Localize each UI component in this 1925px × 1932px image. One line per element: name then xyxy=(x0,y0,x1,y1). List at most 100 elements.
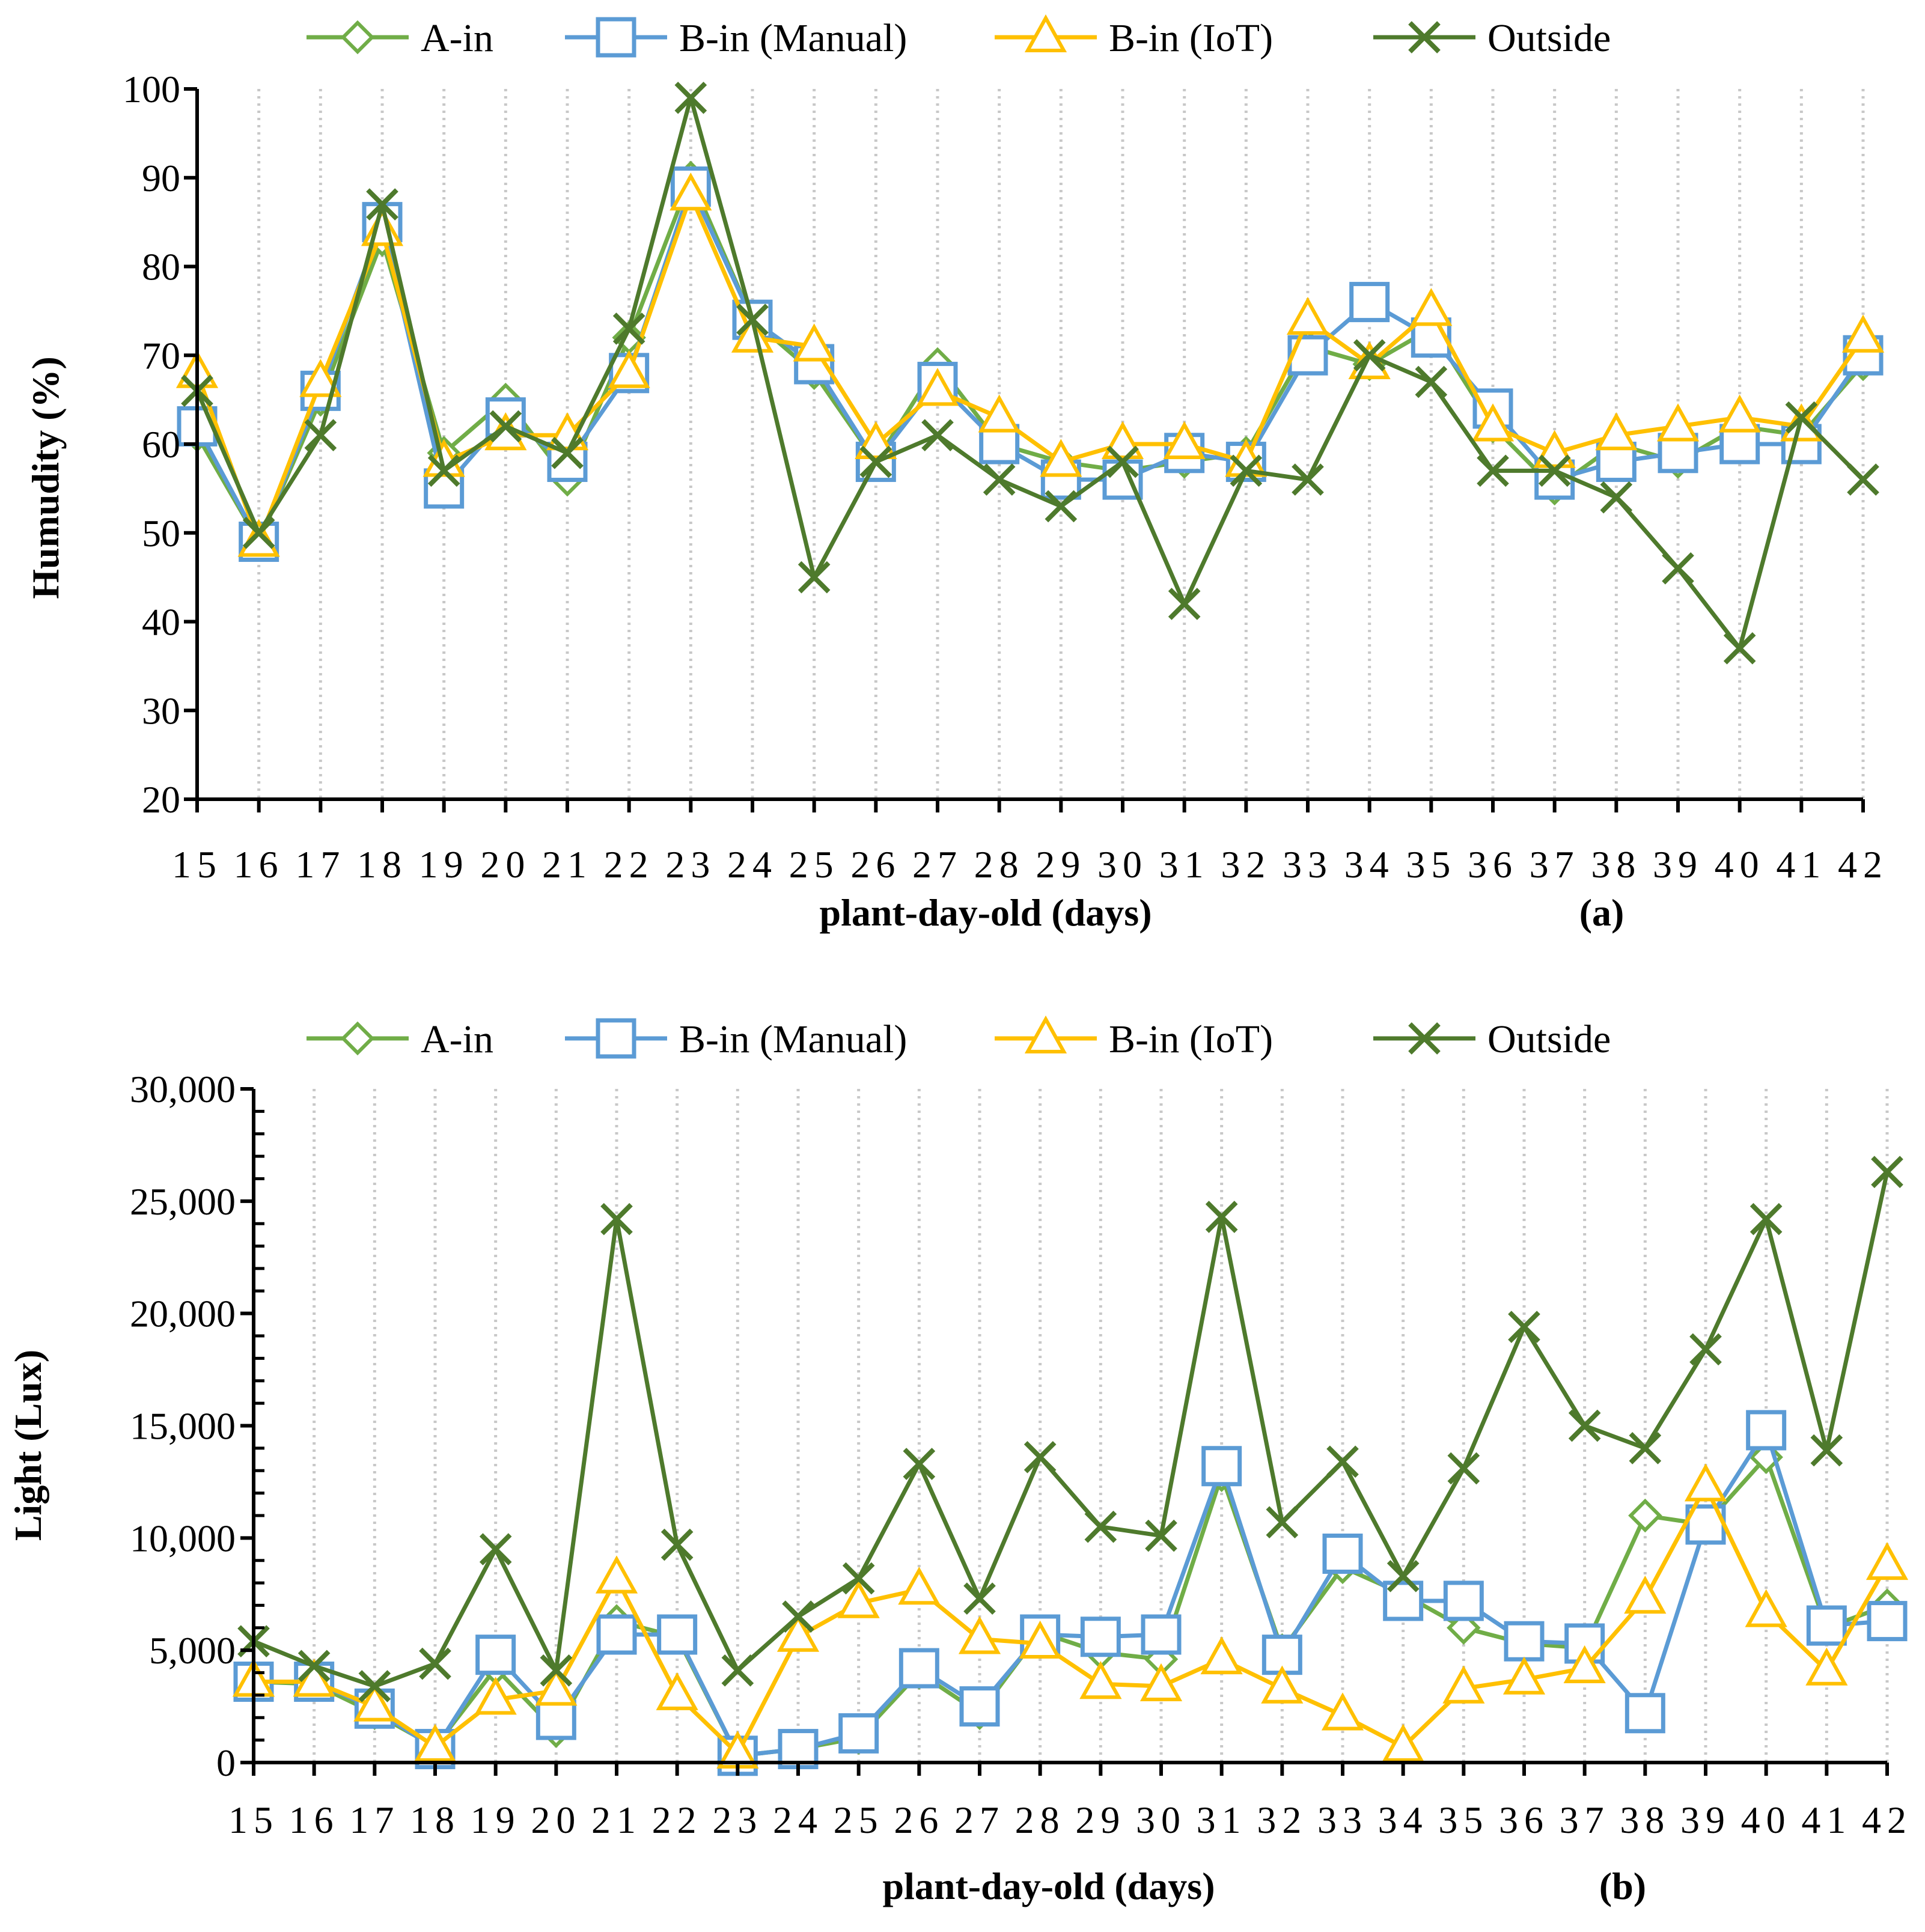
humidity-x-tick-label: 20 xyxy=(480,843,531,886)
humidity-y-tick-label: 30 xyxy=(142,689,180,732)
humidity-point-outside xyxy=(1292,463,1324,496)
humidity-point-b-in-iot xyxy=(1718,394,1761,433)
humidity-series xyxy=(175,81,1885,665)
humidity-point-b-in-iot xyxy=(916,368,959,406)
light-point-outside xyxy=(297,1650,331,1683)
humidity-point-outside xyxy=(859,445,892,478)
humidity-point-b-in-iot xyxy=(793,323,835,362)
light-point-b-in-iot xyxy=(1019,1620,1061,1659)
light-legend-item-a-in: A-in xyxy=(307,1017,493,1061)
humidity-legend-item-b-in-iot: B-in (IoT) xyxy=(995,14,1273,60)
humidity-point-outside xyxy=(1168,588,1201,620)
humidity-point-outside xyxy=(1353,339,1386,372)
light-x-tick-label: 19 xyxy=(471,1799,521,1841)
humidity-point-b-in-iot xyxy=(1841,314,1885,353)
light-point-b-in-iot xyxy=(776,1614,820,1652)
humidity-point-outside xyxy=(674,81,707,114)
light-x-tick-label: 35 xyxy=(1438,1799,1489,1841)
humidity-point-outside xyxy=(1538,454,1571,487)
light-point-outside xyxy=(1750,1202,1783,1236)
light-point-b-in-iot xyxy=(1079,1661,1122,1699)
light-legend-item-outside: Outside xyxy=(1373,1017,1611,1061)
humidity-point-outside xyxy=(798,561,831,594)
humidity-x-tick-label: 30 xyxy=(1097,843,1148,886)
light-point-outside xyxy=(540,1654,573,1687)
humidity-x-tick-label: 38 xyxy=(1591,843,1641,886)
humidity-x-tick-label: 15 xyxy=(172,843,222,886)
humidity-x-tick-label: 33 xyxy=(1283,843,1333,886)
light-x-tick-label: 16 xyxy=(289,1799,340,1841)
humidity-x-tick-label: 19 xyxy=(419,843,469,886)
humidity-point-outside xyxy=(242,516,275,549)
light-x-tick-label: 40 xyxy=(1741,1799,1792,1841)
light-point-b-in-iot xyxy=(413,1723,457,1762)
light-x-tick-label: 39 xyxy=(1680,1799,1731,1841)
light-legend-swatch-marker xyxy=(1408,1022,1441,1055)
humidity-point-outside xyxy=(1723,632,1756,665)
light-point-b-in-manual xyxy=(1443,1580,1484,1621)
humidity-x-tick-label: 36 xyxy=(1468,843,1518,886)
light-point-outside xyxy=(1447,1452,1480,1485)
light-axes: 0 5,000 10,000 15,000 20,000 25,000 30,000 15 16… xyxy=(130,1068,1906,1841)
light-panel-label: (b) xyxy=(1599,1865,1646,1907)
humidity-point-b-in-iot xyxy=(731,314,774,353)
light-point-b-in-iot xyxy=(1624,1576,1667,1614)
light-point-outside xyxy=(782,1600,814,1633)
light-point-outside xyxy=(1871,1156,1903,1189)
humidity-series-b-in-manual xyxy=(177,166,1884,562)
light-x-tick-label: 29 xyxy=(1075,1799,1126,1841)
humidity-point-b-in-iot xyxy=(1163,421,1206,459)
light-series xyxy=(232,1156,1909,1776)
humidity-point-b-in-iot xyxy=(670,172,712,211)
humidity-y-tick-label: 40 xyxy=(142,601,180,644)
humidity-point-outside xyxy=(736,303,769,336)
humidity-x-tick-label: 40 xyxy=(1715,843,1765,886)
light-legend-swatch-marker xyxy=(596,1018,636,1059)
humidity-x-tick-label: 28 xyxy=(974,843,1025,886)
light-point-b-in-iot xyxy=(656,1672,698,1710)
humidity-point-outside xyxy=(489,410,522,443)
humidity-x-tick-label: 34 xyxy=(1344,843,1395,886)
humidity-point-outside xyxy=(1600,481,1633,514)
humidity-legend-item-outside: Outside xyxy=(1373,16,1611,60)
humidity-x-tick-label: 17 xyxy=(295,843,346,886)
humidity-y-tick-label: 80 xyxy=(142,246,180,288)
humidity-point-b-in-iot xyxy=(608,350,650,388)
light-x-tick-label: 25 xyxy=(834,1799,884,1841)
light-legend-label: B-in (IoT) xyxy=(1109,1017,1273,1061)
light-point-outside xyxy=(1266,1506,1299,1539)
light-point-b-in-iot xyxy=(958,1616,1001,1654)
light-x-tick-label: 17 xyxy=(349,1799,400,1841)
light-point-b-in-iot xyxy=(1139,1663,1183,1701)
light-point-outside xyxy=(479,1533,512,1565)
light-point-b-in-iot xyxy=(1321,1692,1364,1731)
light-point-b-in-manual xyxy=(1141,1614,1182,1655)
light-x-tick-label: 24 xyxy=(773,1799,823,1841)
light-point-b-in-manual xyxy=(898,1648,939,1689)
humidity-x-tick-label: 27 xyxy=(912,843,963,886)
light-point-outside xyxy=(419,1647,451,1680)
humidity-line-b-in-manual xyxy=(195,184,1865,544)
humidity-point-b-in-iot xyxy=(1410,288,1453,326)
light-legend-swatch-marker xyxy=(340,1021,375,1056)
humidity-y-tick-label: 50 xyxy=(142,512,180,555)
light-x-tick-label: 34 xyxy=(1378,1799,1429,1841)
light-point-b-in-iot xyxy=(535,1668,578,1706)
light-point-outside xyxy=(1387,1560,1420,1592)
light-point-b-in-iot xyxy=(595,1555,638,1594)
light-point-b-in-iot xyxy=(898,1567,941,1605)
light-x-tick-label: 20 xyxy=(531,1799,581,1841)
light-x-tick-label: 18 xyxy=(410,1799,460,1841)
humidity-x-tick-label: 35 xyxy=(1406,843,1456,886)
humidity-x-tick-label: 29 xyxy=(1036,843,1086,886)
light-legend-item-b-in-manual: B-in (Manual) xyxy=(565,1017,907,1061)
light-point-outside xyxy=(358,1670,391,1702)
humidity-x-tick-label: 24 xyxy=(727,843,778,886)
light-point-b-in-manual xyxy=(1867,1601,1908,1642)
light-point-b-in-iot xyxy=(1684,1463,1727,1502)
light-point-outside xyxy=(1568,1409,1601,1442)
humidity-point-outside xyxy=(427,454,460,487)
humidity-series-outside xyxy=(181,81,1879,665)
humidity-point-b-in-iot xyxy=(1040,439,1082,477)
